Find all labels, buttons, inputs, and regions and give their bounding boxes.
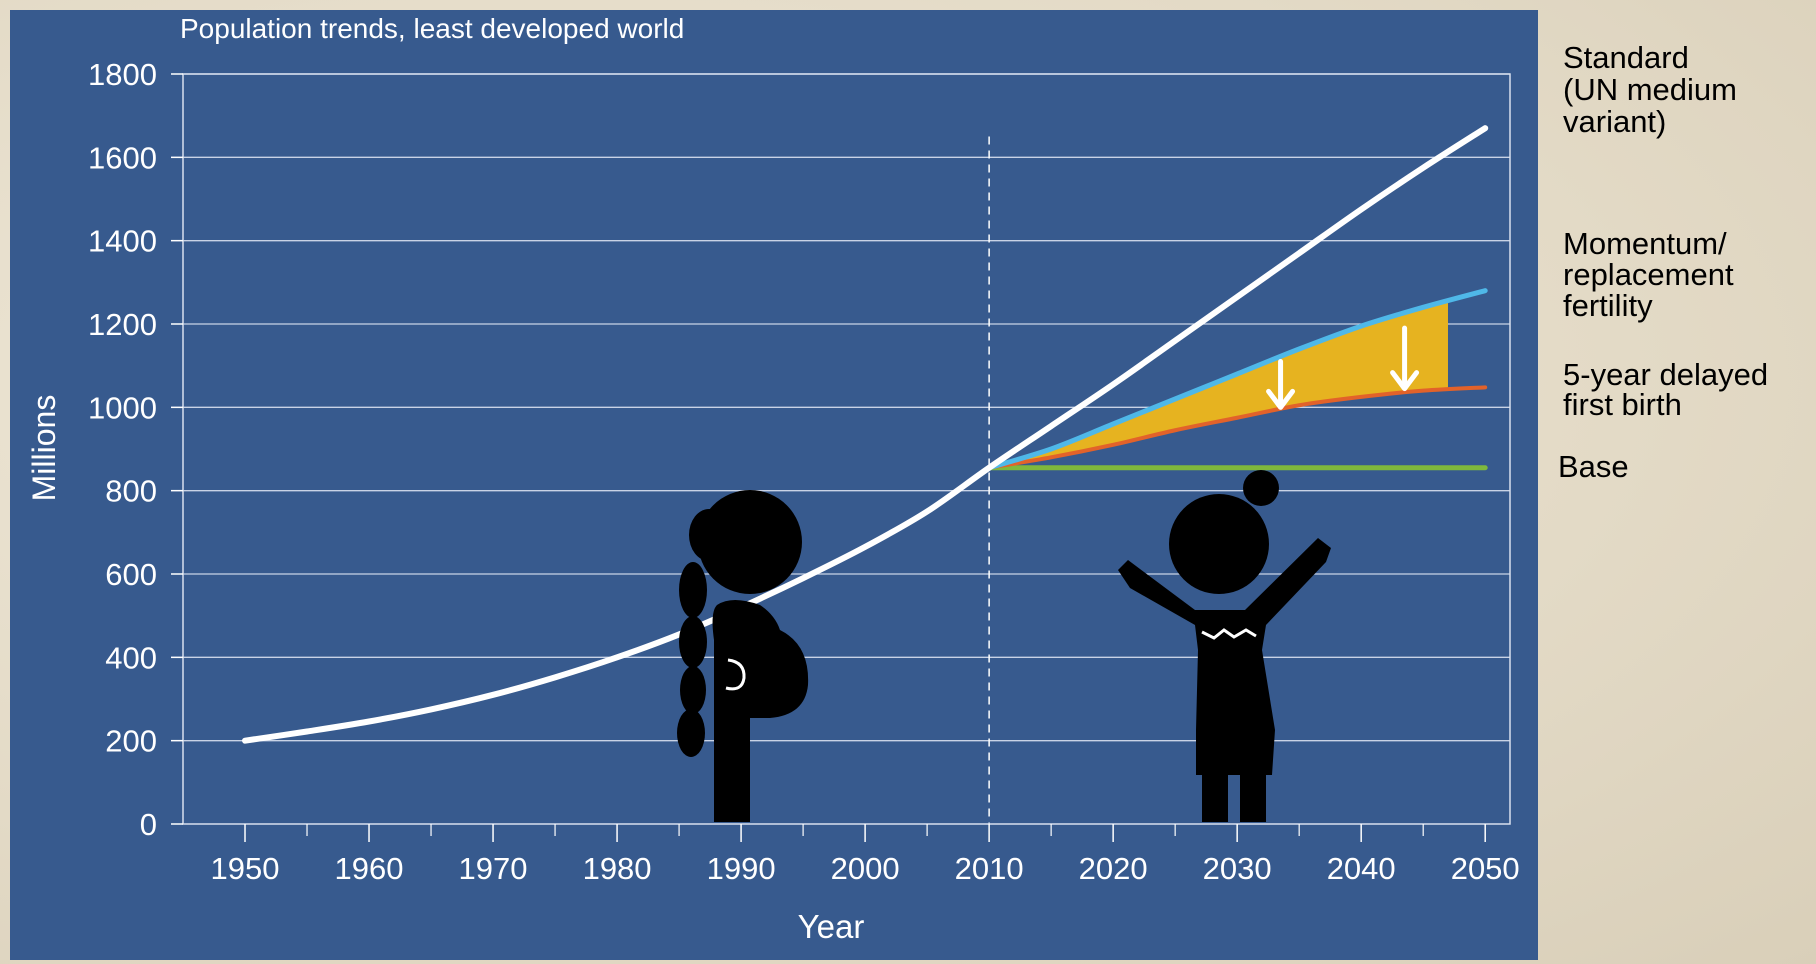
y-tick-label: 400 xyxy=(105,640,157,675)
girl-icon xyxy=(1118,470,1331,822)
x-tick-label: 2040 xyxy=(1327,851,1396,886)
y-tick-label: 1600 xyxy=(88,140,157,175)
down-arrow-head xyxy=(1266,388,1296,410)
series-layer xyxy=(242,125,1489,744)
x-tick-label: 2030 xyxy=(1203,851,1272,886)
legend-standard: Standard (UN medium variant) xyxy=(1563,40,1737,139)
x-tick-label: 2000 xyxy=(831,851,900,886)
x-tick-label: 2050 xyxy=(1451,851,1520,886)
labels: Population trends, least developed world… xyxy=(26,13,864,945)
legend-base: Base xyxy=(1558,449,1629,484)
x-axis-label: Year xyxy=(798,908,865,945)
y-tick-label: 1000 xyxy=(88,390,157,425)
y-tick-label: 800 xyxy=(105,474,157,509)
difference-band xyxy=(989,300,1448,468)
x-tick-label: 1990 xyxy=(707,851,776,886)
legend-delayed-birth: 5-year delayed first birth xyxy=(1563,357,1769,422)
y-axis-label: Millions xyxy=(26,395,62,502)
y-tick-label: 1400 xyxy=(88,224,157,259)
y-tick-label: 600 xyxy=(105,557,157,592)
y-tick-label: 0 xyxy=(140,807,157,842)
chart-panel xyxy=(10,10,1538,960)
down-arrow-head xyxy=(1390,370,1420,392)
y-tick-label: 1800 xyxy=(88,57,157,92)
series-line-2 xyxy=(987,385,1488,470)
x-tick-label: 1960 xyxy=(335,851,404,886)
y-tick-label: 1200 xyxy=(88,307,157,342)
grid xyxy=(183,73,1510,824)
x-tick-label: 2020 xyxy=(1079,851,1148,886)
silhouettes xyxy=(677,470,1331,822)
plot-frame xyxy=(182,73,1511,825)
x-tick-label: 1950 xyxy=(211,851,280,886)
x-tick-label: 1980 xyxy=(583,851,652,886)
series-line-0 xyxy=(242,125,1489,744)
pregnant-woman-icon xyxy=(677,490,809,822)
axes: 0 200 400 600 800 1000 1200 1400 1600 1800 1950 196… xyxy=(88,57,1520,886)
x-tick-label: 2010 xyxy=(955,851,1024,886)
series-line-1 xyxy=(986,288,1488,471)
difference-area xyxy=(989,300,1448,468)
y-tick-label: 200 xyxy=(105,724,157,759)
x-tick-label: 1970 xyxy=(459,851,528,886)
legend-momentum: Momentum/ replacement fertility xyxy=(1563,226,1734,323)
chart-title: Population trends, least developed world xyxy=(180,13,684,44)
